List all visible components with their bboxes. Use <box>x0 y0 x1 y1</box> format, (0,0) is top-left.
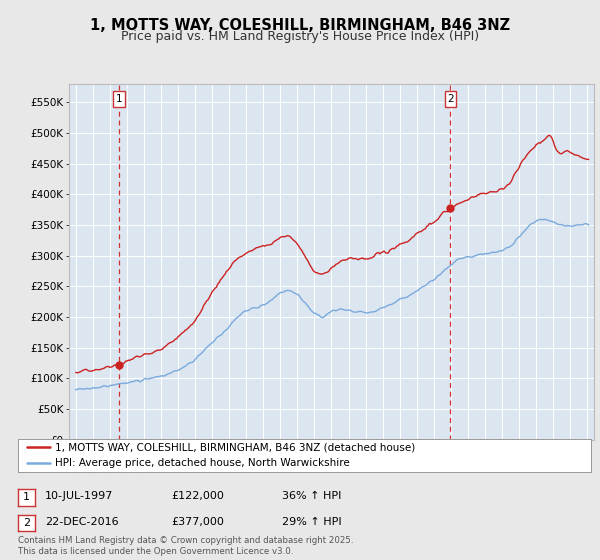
Text: £377,000: £377,000 <box>171 517 224 527</box>
Text: 36% ↑ HPI: 36% ↑ HPI <box>282 491 341 501</box>
Text: 1: 1 <box>116 94 122 104</box>
Text: 1, MOTTS WAY, COLESHILL, BIRMINGHAM, B46 3NZ (detached house): 1, MOTTS WAY, COLESHILL, BIRMINGHAM, B46… <box>55 442 415 452</box>
Text: 2: 2 <box>447 94 454 104</box>
Text: £122,000: £122,000 <box>171 491 224 501</box>
Text: 29% ↑ HPI: 29% ↑ HPI <box>282 517 341 527</box>
Text: 2: 2 <box>23 518 30 528</box>
Text: HPI: Average price, detached house, North Warwickshire: HPI: Average price, detached house, Nort… <box>55 459 350 468</box>
Text: 1: 1 <box>23 492 30 502</box>
Text: Price paid vs. HM Land Registry's House Price Index (HPI): Price paid vs. HM Land Registry's House … <box>121 30 479 43</box>
Text: 22-DEC-2016: 22-DEC-2016 <box>45 517 119 527</box>
Text: 10-JUL-1997: 10-JUL-1997 <box>45 491 113 501</box>
Text: Contains HM Land Registry data © Crown copyright and database right 2025.
This d: Contains HM Land Registry data © Crown c… <box>18 536 353 556</box>
Text: 1, MOTTS WAY, COLESHILL, BIRMINGHAM, B46 3NZ: 1, MOTTS WAY, COLESHILL, BIRMINGHAM, B46… <box>90 18 510 33</box>
